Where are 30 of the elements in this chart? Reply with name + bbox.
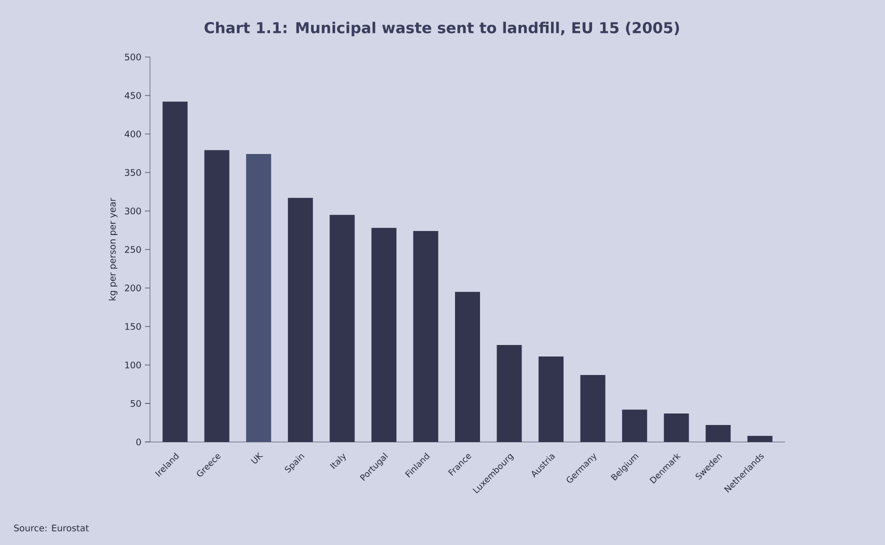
bar [706, 425, 731, 442]
y-tick-label: 350 [124, 169, 141, 176]
bar [664, 413, 689, 442]
bar [246, 154, 272, 442]
y-tick-label: 500 [124, 54, 141, 60]
y-tick-label: 150 [125, 323, 141, 330]
bar [162, 102, 188, 442]
y-tick-label: 450 [124, 92, 141, 99]
bar [580, 375, 606, 442]
y-tick-label: 200 [124, 284, 141, 292]
source-note: Source: Eurostat [14, 524, 89, 532]
bar [204, 150, 230, 442]
chart-title: Chart 1.1: Municipal waste sent to landfill, EU 15 (2005) [204, 22, 679, 36]
y-tick-label: 300 [124, 208, 141, 214]
x-tick-label: UK [250, 452, 264, 464]
y-tick-label: 0 [136, 438, 141, 446]
y-tick-label: 400 [124, 130, 141, 138]
bar [330, 214, 355, 442]
bar [747, 436, 772, 442]
bar [455, 292, 480, 442]
bar [538, 356, 564, 442]
bar [413, 231, 438, 442]
y-tick-label: 100 [125, 362, 141, 368]
y-tick-label: 250 [124, 246, 141, 253]
bar [288, 198, 313, 442]
bar [496, 344, 522, 442]
bar [622, 410, 648, 442]
bar [371, 228, 396, 442]
y-tick-label: 50 [130, 400, 141, 407]
y-axis-title: kg per person per year [108, 198, 118, 300]
